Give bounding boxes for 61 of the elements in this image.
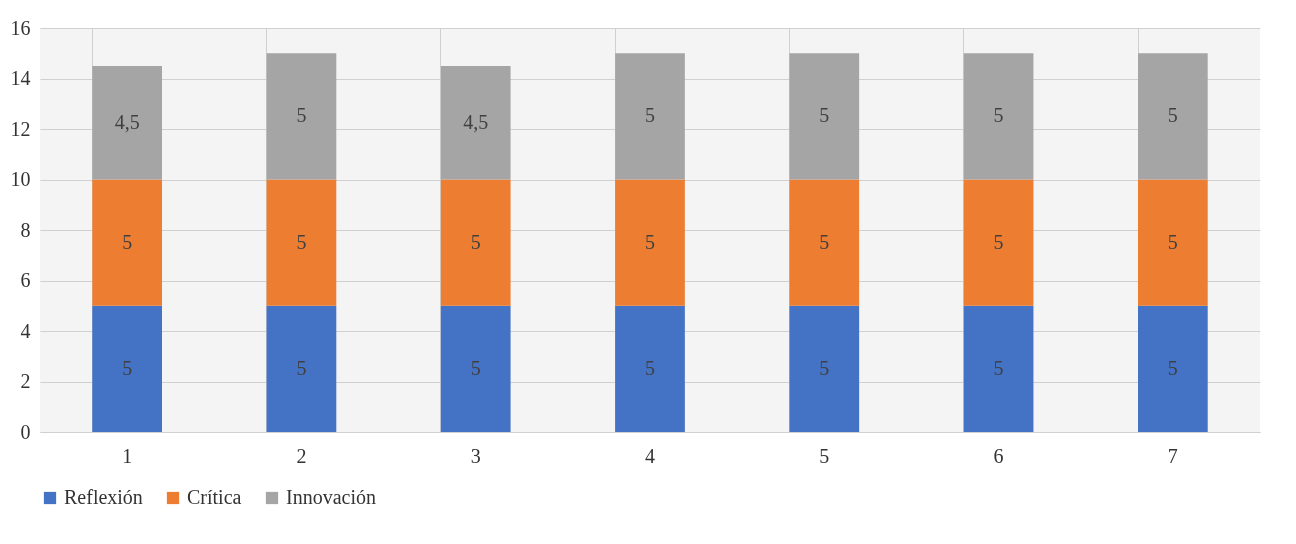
bar — [1138, 179, 1208, 306]
data-label: 5 — [993, 230, 1004, 253]
y-tick-label: 10 — [10, 168, 31, 190]
bar — [615, 179, 685, 306]
bar — [963, 53, 1034, 180]
bar — [963, 179, 1034, 306]
y-tick-label: 16 — [10, 16, 31, 39]
bar — [789, 53, 860, 180]
data-label: 4,5 — [114, 110, 140, 133]
y-tick-label: 12 — [10, 117, 31, 140]
bar — [615, 53, 685, 180]
data-label: 5 — [296, 356, 307, 379]
bar — [615, 305, 685, 432]
data-label: 5 — [122, 356, 133, 379]
x-tick-label: 7 — [1167, 444, 1178, 467]
data-label: 5 — [296, 104, 307, 127]
data-label: 5 — [1167, 104, 1178, 127]
x-tick-label: 4 — [645, 444, 655, 467]
x-tick-label: 2 — [296, 444, 307, 467]
bar — [266, 305, 337, 432]
x-tick-label: 5 — [819, 444, 830, 467]
bar — [266, 53, 337, 180]
data-label: 5 — [819, 356, 830, 379]
data-label: 5 — [1167, 356, 1178, 379]
data-label: 5 — [819, 104, 830, 127]
bar — [440, 305, 511, 432]
y-tick-label: 4 — [20, 319, 31, 342]
x-tick-label: 6 — [993, 444, 1004, 467]
data-label: 5 — [819, 230, 830, 253]
bar — [266, 179, 337, 306]
x-tick-label: 3 — [470, 444, 481, 467]
bar — [789, 305, 860, 432]
x-tick-label: 1 — [122, 444, 133, 467]
bar — [440, 65, 511, 180]
y-tick-label: 2 — [20, 370, 31, 392]
data-label: 5 — [1167, 230, 1178, 253]
data-label: 5 — [470, 230, 481, 253]
y-tick-label: 14 — [10, 67, 31, 89]
data-label: 5 — [122, 230, 133, 253]
y-tick-label: 0 — [20, 420, 31, 443]
legend-label: Reflexión — [64, 486, 143, 508]
legend-label: Crítica — [187, 486, 242, 508]
data-label: 4,5 — [463, 110, 489, 133]
bar — [789, 179, 860, 306]
y-tick-label: 8 — [20, 218, 31, 241]
bar — [92, 179, 162, 306]
data-label: 5 — [470, 356, 481, 379]
data-label: 5 — [645, 104, 655, 127]
bar — [1138, 305, 1208, 432]
bar — [92, 65, 162, 180]
bar — [92, 305, 162, 432]
data-label: 5 — [296, 230, 307, 253]
legend-label: Innovación — [286, 486, 376, 508]
data-label: 5 — [645, 356, 655, 379]
bar — [1138, 53, 1208, 180]
data-label: 5 — [993, 356, 1004, 379]
y-tick-label: 6 — [20, 269, 31, 291]
bar — [440, 179, 511, 306]
data-label: 5 — [993, 104, 1004, 127]
data-label: 5 — [645, 230, 655, 253]
bar — [963, 305, 1034, 432]
